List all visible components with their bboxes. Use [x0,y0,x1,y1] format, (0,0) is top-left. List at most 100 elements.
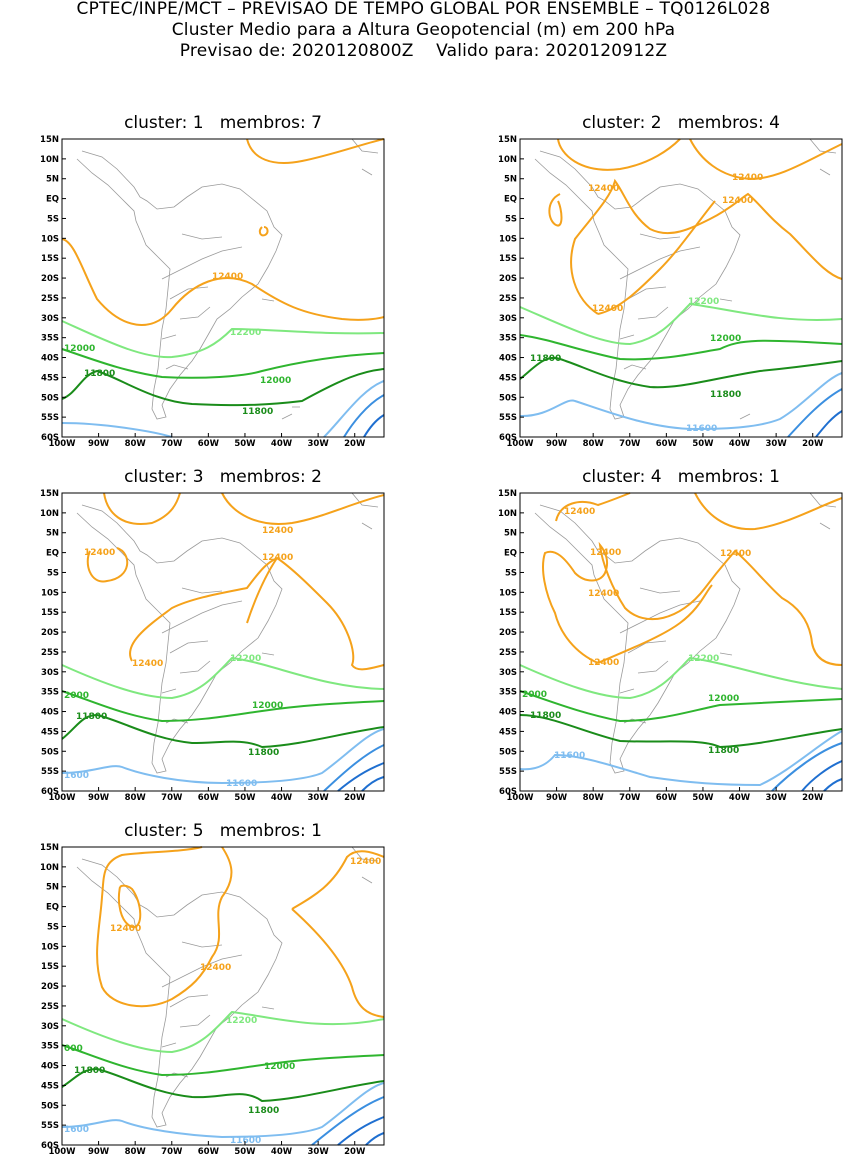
lat-tick-label: 5N [504,175,517,185]
lat-tick-label: 10S [41,588,59,598]
panel-title-5: cluster: 5 membros: 1 [124,821,322,841]
lat-tick-label: 25S [499,648,517,658]
lat-tick-label: 60S [41,1141,59,1151]
lat-tick-label: 25S [41,294,59,304]
lon-tick-label: 100W [506,793,534,803]
lat-tick-label: 60S [41,433,59,443]
isoline-11200 [815,410,843,438]
lat-tick-label: 50S [41,747,59,757]
contour-label: 11600 [226,779,257,789]
map-frame [61,492,385,792]
lat-tick-label: 45S [41,1081,59,1091]
lat-tick-label: 40S [499,354,517,364]
lon-tick-label: 80W [125,793,147,803]
contour-label: 12400 [212,272,243,282]
lat-tick-label: 30S [41,1022,59,1032]
isoline-12200 [519,302,843,346]
isoline-11800 [61,713,385,749]
contour-label: 12400 [732,173,763,183]
contour-label: 12400 [564,507,595,517]
lon-tick-label: 100W [48,793,76,803]
map-frame [61,846,385,1146]
lon-tick-label: 100W [48,439,76,449]
map-frame [61,138,385,438]
lat-tick-label: 15N [40,843,59,853]
isoline-12400-loop-west [548,193,563,227]
contour-label: 12400 [84,548,115,558]
isoline-12400-north [557,138,843,181]
lat-tick-label: 35S [499,334,517,344]
contour-label: 12200 [230,654,261,664]
isoline-12400-main [542,541,843,666]
lat-tick-label: 20S [41,274,59,284]
coastline [76,846,379,1128]
lat-tick-label: 20S [499,628,517,638]
isoline-11800 [519,356,843,389]
lat-tick-label: 40S [41,1062,59,1072]
lon-tick-label: 30W [308,439,330,449]
lat-tick-label: 15S [41,254,59,264]
isoline-12400-main [86,547,385,671]
lat-tick-label: 10N [498,155,517,165]
lat-tick-label: 15N [498,135,517,145]
lat-tick-label: 10S [41,942,59,952]
lat-tick-label: 45S [499,727,517,737]
isoline-12200 [61,1010,385,1054]
isoline-12400-north-east [694,492,843,531]
isoline-11200 [801,760,843,792]
lon-tick-label: 70W [619,439,641,449]
lon-tick-label: 100W [48,1147,76,1157]
lat-tick-label: 60S [499,787,517,797]
contour-label: 12000 [252,701,283,711]
isoline-11600 [61,1082,385,1139]
contour-label: 12000 [710,334,741,344]
lon-tick-label: 90W [546,793,568,803]
lat-tick-label: 60S [499,433,517,443]
panel-title-1: cluster: 1 membros: 7 [124,113,322,133]
lon-tick-label: 70W [619,793,641,803]
isoline-12000 [61,1044,385,1077]
lon-tick-label: 50W [234,793,256,803]
lat-tick-label: 60S [41,787,59,797]
contour-label: 12400 [588,658,619,668]
lon-tick-label: 80W [583,439,605,449]
contour-label: 12200 [230,328,261,338]
coastline [76,492,379,774]
contour-label: 2000 [522,690,547,700]
lon-tick-label: 40W [729,793,751,803]
lat-tick-label: 5S [47,214,59,224]
isoline-11400 [787,388,843,438]
isoline-11800 [61,368,385,407]
isoline-11800 [519,714,843,749]
lat-tick-label: 55S [41,1121,59,1131]
lon-tick-label: 20W [802,439,824,449]
lat-tick-label: 50S [41,1101,59,1111]
contour-label: 12400 [720,549,751,559]
lon-tick-label: 90W [88,1147,110,1157]
lat-tick-label: 50S [499,393,517,403]
coastline [534,138,837,420]
map-panel-1: 12400 12200 12000 12000 11800 11800 15N 1… [40,135,385,449]
lat-tick-label: 45S [41,373,59,383]
lat-tick-label: 10N [40,155,59,165]
panel-title-2: cluster: 2 membros: 4 [582,113,780,133]
lat-tick-label: 15S [499,254,517,264]
header-line-2: Cluster Medio para a Altura Geopotencial… [171,20,676,40]
lat-tick-label: 5N [504,529,517,539]
header-line-3: Previsao de: 2020120800Z Valido para: 20… [179,41,668,61]
map-panel-5: 12400 12400 12400 12200 000 12000 11800 … [40,843,385,1157]
lat-tick-label: 25S [499,294,517,304]
contour-label: 12400 [592,304,623,314]
contour-label: 1600 [64,771,89,781]
isoline-12400-north-west [555,492,631,522]
isoline-12400-loop [117,884,142,928]
contour-label: 12400 [588,589,619,599]
lon-tick-label: 70W [161,793,183,803]
lon-tick-label: 70W [161,439,183,449]
contour-label: 12200 [688,654,719,664]
contour-label: 11600 [230,1136,261,1146]
contour-label: 11800 [84,369,115,379]
lat-tick-label: 45S [499,373,517,383]
isoline-11400 [343,394,385,438]
lat-tick-label: 10N [40,509,59,519]
